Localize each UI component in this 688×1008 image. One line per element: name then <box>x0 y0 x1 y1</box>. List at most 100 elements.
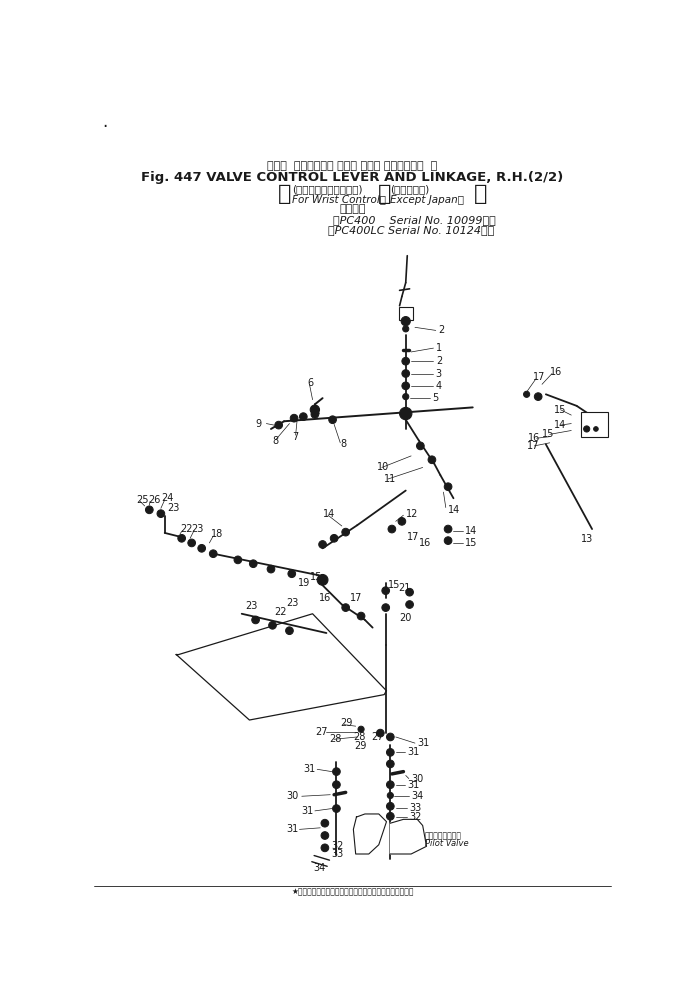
Circle shape <box>389 794 391 796</box>
Circle shape <box>382 587 389 595</box>
Circle shape <box>344 530 347 533</box>
Circle shape <box>387 802 394 810</box>
Text: 31: 31 <box>407 780 420 789</box>
Circle shape <box>402 393 409 400</box>
Circle shape <box>535 393 542 400</box>
Circle shape <box>358 726 364 733</box>
Text: 33: 33 <box>331 849 343 859</box>
Text: 21: 21 <box>398 584 411 594</box>
Text: For Wrist Control）: For Wrist Control） <box>292 195 386 205</box>
Circle shape <box>360 615 363 618</box>
Circle shape <box>444 483 452 491</box>
Circle shape <box>342 528 350 536</box>
Text: 28: 28 <box>354 732 366 742</box>
Circle shape <box>275 421 283 429</box>
Circle shape <box>388 525 396 533</box>
Circle shape <box>389 762 392 765</box>
Circle shape <box>384 606 387 609</box>
Circle shape <box>180 537 183 540</box>
Circle shape <box>594 426 599 431</box>
Circle shape <box>342 604 350 612</box>
Text: 34: 34 <box>411 791 423 801</box>
Text: 23: 23 <box>192 524 204 534</box>
Circle shape <box>329 416 336 423</box>
Text: 17: 17 <box>350 594 362 604</box>
Circle shape <box>400 520 403 523</box>
Circle shape <box>335 783 338 786</box>
Circle shape <box>406 589 413 596</box>
Circle shape <box>317 575 328 586</box>
Text: 32: 32 <box>409 812 422 823</box>
Text: 8: 8 <box>272 435 279 446</box>
Circle shape <box>321 832 329 840</box>
Circle shape <box>390 527 394 530</box>
Circle shape <box>404 360 407 363</box>
Circle shape <box>389 751 392 754</box>
Text: 30: 30 <box>286 791 299 801</box>
Text: 13: 13 <box>581 534 594 544</box>
Circle shape <box>286 627 293 635</box>
Text: 3: 3 <box>436 369 442 379</box>
Circle shape <box>319 540 326 548</box>
Circle shape <box>431 459 433 462</box>
Circle shape <box>408 603 411 606</box>
Circle shape <box>160 512 162 515</box>
Circle shape <box>428 456 436 464</box>
Circle shape <box>323 822 326 825</box>
Circle shape <box>403 319 408 324</box>
Circle shape <box>389 804 392 807</box>
Circle shape <box>200 546 203 549</box>
Circle shape <box>250 559 257 568</box>
Circle shape <box>299 413 307 420</box>
Circle shape <box>320 578 325 583</box>
Text: 16: 16 <box>550 367 562 377</box>
Text: 34: 34 <box>313 863 325 873</box>
Circle shape <box>157 510 164 517</box>
Text: 23: 23 <box>246 601 258 611</box>
Circle shape <box>237 558 239 561</box>
Circle shape <box>288 629 291 632</box>
Circle shape <box>583 425 590 432</box>
Circle shape <box>447 485 450 488</box>
Text: 30: 30 <box>411 773 423 783</box>
Circle shape <box>405 395 407 398</box>
Text: 15: 15 <box>310 572 322 582</box>
Circle shape <box>332 768 341 775</box>
Circle shape <box>323 847 326 850</box>
Text: ★印部品は（部品注文番号）欄を参照してご注文下さい。: ★印部品は（部品注文番号）欄を参照してご注文下さい。 <box>291 887 414 896</box>
Text: Pilot Valve: Pilot Valve <box>425 839 469 848</box>
Text: 10: 10 <box>377 463 389 473</box>
Text: 25: 25 <box>136 495 149 505</box>
Circle shape <box>357 612 365 620</box>
Circle shape <box>290 414 298 422</box>
Text: 22: 22 <box>180 524 193 534</box>
Circle shape <box>277 423 280 426</box>
Text: 5: 5 <box>433 393 439 403</box>
Circle shape <box>331 418 334 421</box>
Text: 15: 15 <box>542 429 555 439</box>
Circle shape <box>447 527 450 530</box>
Text: 12: 12 <box>406 509 418 519</box>
Text: （PC400    Serial No. 10099～）: （PC400 Serial No. 10099～） <box>332 215 495 225</box>
Circle shape <box>332 804 341 812</box>
Text: 27: 27 <box>315 727 327 737</box>
Text: 適用号機: 適用号機 <box>339 205 366 215</box>
Circle shape <box>447 539 450 542</box>
Text: 29: 29 <box>341 718 353 728</box>
Text: 1: 1 <box>436 343 442 353</box>
Circle shape <box>419 445 422 448</box>
Text: 2: 2 <box>436 356 442 366</box>
Circle shape <box>311 410 319 418</box>
Circle shape <box>400 407 412 419</box>
Circle shape <box>387 792 394 798</box>
Text: 14: 14 <box>448 505 460 515</box>
Text: 31: 31 <box>286 825 299 835</box>
Circle shape <box>209 549 217 557</box>
Circle shape <box>270 568 272 571</box>
Circle shape <box>321 820 329 827</box>
Text: 17: 17 <box>407 532 420 541</box>
Circle shape <box>198 544 206 552</box>
Text: バルブ  コントロール レバー および リンケージ，  右: バルブ コントロール レバー および リンケージ， 右 <box>268 160 438 170</box>
Circle shape <box>389 783 392 786</box>
Text: (海　外　向): (海 外 向) <box>390 184 429 195</box>
